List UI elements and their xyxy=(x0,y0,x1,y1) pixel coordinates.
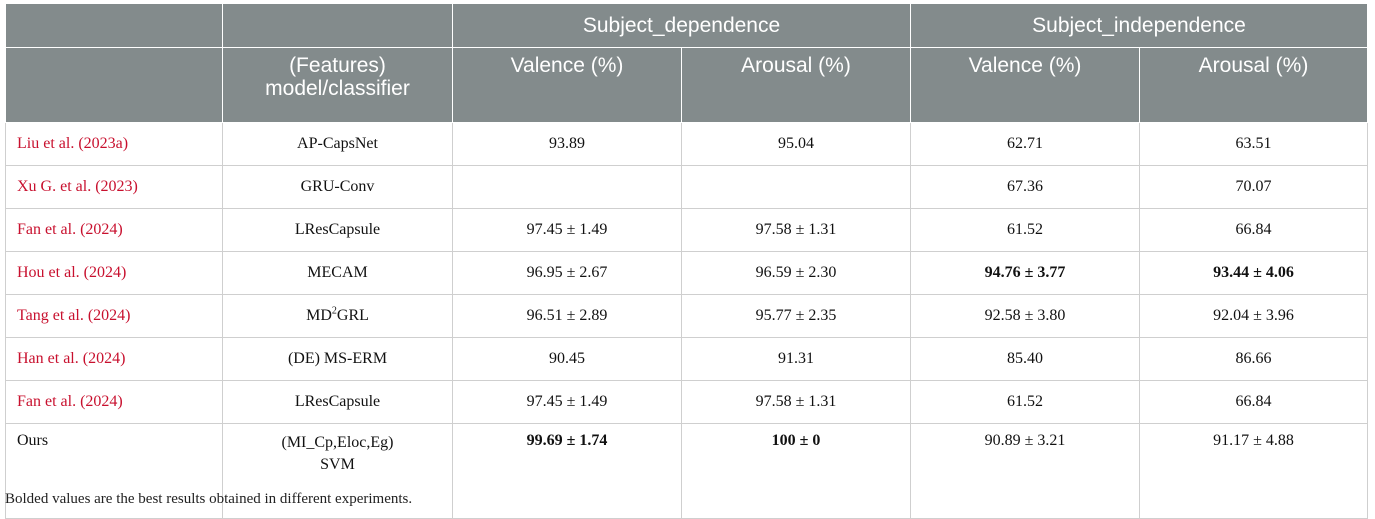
model-features: (MI_Cp,Eloc,Eg) xyxy=(281,434,394,451)
dep-valence-cell: 97.45 ± 1.49 xyxy=(452,380,682,424)
dep-arousal-cell: 97.58 ± 1.31 xyxy=(681,208,911,252)
header-subject-dependence: Subject_dependence xyxy=(452,3,911,48)
model-name-suffix: GRL xyxy=(336,307,369,324)
table-row: Hou et al. (2024) MECAM 96.95 ± 2.67 96.… xyxy=(5,251,1368,295)
ind-valence-cell: 92.58 ± 3.80 xyxy=(910,294,1140,338)
dep-arousal-cell xyxy=(681,165,911,209)
dep-arousal-cell: 95.77 ± 2.35 xyxy=(681,294,911,338)
table-row: Xu G. et al. (2023) GRU-Conv 67.36 70.07 xyxy=(5,165,1368,209)
results-table-container: Subject_dependence Subject_independence … xyxy=(5,3,1368,519)
header-features-line2: model/classifier xyxy=(265,77,410,100)
reference-link[interactable]: Hou et al. (2024) xyxy=(5,251,223,295)
header-empty-cell xyxy=(5,3,223,48)
table-row-ours: Ours (MI_Cp,Eloc,Eg) SVM 99.69 ± 1.74 10… xyxy=(5,423,1368,519)
dep-valence-cell-best: 99.69 ± 1.74 xyxy=(452,423,682,519)
header-empty-cell xyxy=(222,3,453,48)
reference-link[interactable]: Tang et al. (2024) xyxy=(5,294,223,338)
model-name-prefix: MD xyxy=(306,307,332,324)
best-value: 94.76 ± 3.77 xyxy=(984,264,1066,281)
model-cell: MD2GRL xyxy=(222,294,453,338)
table-row: Tang et al. (2024) MD2GRL 96.51 ± 2.89 9… xyxy=(5,294,1368,338)
dep-valence-cell: 97.45 ± 1.49 xyxy=(452,208,682,252)
dep-arousal-cell: 96.59 ± 2.30 xyxy=(681,251,911,295)
model-cell: MECAM xyxy=(222,251,453,295)
dep-arousal-cell: 91.31 xyxy=(681,337,911,381)
ours-label: Ours xyxy=(5,423,223,519)
header-dep-arousal: Arousal (%) xyxy=(681,47,911,123)
header-subject-independence: Subject_independence xyxy=(910,3,1368,48)
dep-valence-cell: 90.45 xyxy=(452,337,682,381)
model-cell: LResCapsule xyxy=(222,208,453,252)
dep-valence-cell: 96.51 ± 2.89 xyxy=(452,294,682,338)
ind-valence-cell: 90.89 ± 3.21 xyxy=(910,423,1140,519)
reference-link[interactable]: Fan et al. (2024) xyxy=(5,208,223,252)
ind-valence-cell: 67.36 xyxy=(910,165,1140,209)
header-dep-valence: Valence (%) xyxy=(452,47,682,123)
header-row-columns: (Features) model/classifier Valence (%) … xyxy=(5,47,1368,123)
ind-arousal-cell-best: 93.44 ± 4.06 xyxy=(1139,251,1368,295)
ind-valence-cell: 85.40 xyxy=(910,337,1140,381)
ind-valence-cell: 61.52 xyxy=(910,380,1140,424)
ind-arousal-cell: 86.66 xyxy=(1139,337,1368,381)
ind-arousal-cell: 70.07 xyxy=(1139,165,1368,209)
header-empty-cell xyxy=(5,47,223,123)
table-row: Fan et al. (2024) LResCapsule 97.45 ± 1.… xyxy=(5,380,1368,424)
reference-link[interactable]: Fan et al. (2024) xyxy=(5,380,223,424)
dep-arousal-cell-best: 100 ± 0 xyxy=(681,423,911,519)
model-cell: GRU-Conv xyxy=(222,165,453,209)
ind-arousal-cell: 63.51 xyxy=(1139,122,1368,166)
results-table: Subject_dependence Subject_independence … xyxy=(5,3,1368,519)
ind-arousal-cell: 92.04 ± 3.96 xyxy=(1139,294,1368,338)
reference-link[interactable]: Han et al. (2024) xyxy=(5,337,223,381)
table-body: Liu et al. (2023a) AP-CapsNet 93.89 95.0… xyxy=(5,122,1368,519)
header-row-groups: Subject_dependence Subject_independence xyxy=(5,3,1368,48)
model-cell: (MI_Cp,Eloc,Eg) SVM xyxy=(222,423,453,519)
ind-valence-cell: 62.71 xyxy=(910,122,1140,166)
table-row: Fan et al. (2024) LResCapsule 97.45 ± 1.… xyxy=(5,208,1368,252)
table-footnote: Bolded values are the best results obtai… xyxy=(5,491,413,507)
header-ind-valence: Valence (%) xyxy=(910,47,1140,123)
ind-valence-cell-best: 94.76 ± 3.77 xyxy=(910,251,1140,295)
ind-arousal-cell: 66.84 xyxy=(1139,208,1368,252)
dep-valence-cell xyxy=(452,165,682,209)
reference-link[interactable]: Liu et al. (2023a) xyxy=(5,122,223,166)
ind-arousal-cell: 91.17 ± 4.88 xyxy=(1139,423,1368,519)
table-header: Subject_dependence Subject_independence … xyxy=(5,3,1368,123)
header-ind-arousal: Arousal (%) xyxy=(1139,47,1368,123)
best-value: 100 ± 0 xyxy=(771,432,821,449)
model-cell: LResCapsule xyxy=(222,380,453,424)
dep-valence-cell: 93.89 xyxy=(452,122,682,166)
header-features-line1: (Features) xyxy=(289,54,386,77)
table-row: Liu et al. (2023a) AP-CapsNet 93.89 95.0… xyxy=(5,122,1368,166)
ind-valence-cell: 61.52 xyxy=(910,208,1140,252)
dep-arousal-cell: 97.58 ± 1.31 xyxy=(681,380,911,424)
model-cell: (DE) MS-ERM xyxy=(222,337,453,381)
table-row: Han et al. (2024) (DE) MS-ERM 90.45 91.3… xyxy=(5,337,1368,381)
model-name-superscript: 2 xyxy=(331,305,337,317)
dep-valence-cell: 96.95 ± 2.67 xyxy=(452,251,682,295)
header-features-model: (Features) model/classifier xyxy=(222,47,453,123)
best-value: 99.69 ± 1.74 xyxy=(526,432,608,449)
reference-link[interactable]: Xu G. et al. (2023) xyxy=(5,165,223,209)
dep-arousal-cell: 95.04 xyxy=(681,122,911,166)
model-cell: AP-CapsNet xyxy=(222,122,453,166)
model-classifier: SVM xyxy=(320,456,355,473)
ind-arousal-cell: 66.84 xyxy=(1139,380,1368,424)
best-value: 93.44 ± 4.06 xyxy=(1213,264,1294,281)
